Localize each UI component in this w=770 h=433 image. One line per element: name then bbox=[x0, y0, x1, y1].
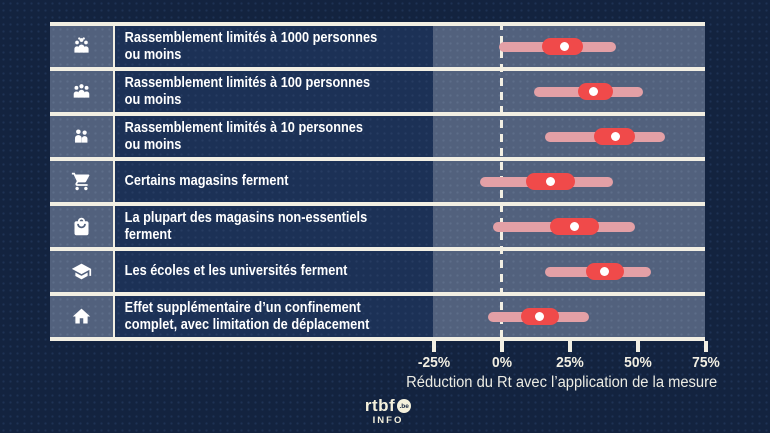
row-divider bbox=[113, 116, 115, 157]
measure-rows: Rassemblement limités à 1000 personnes o… bbox=[50, 22, 705, 341]
measure-row: Rassemblement limités à 10 personnes ou … bbox=[50, 112, 705, 157]
axis-tick bbox=[431, 341, 436, 352]
measure-chart-cell bbox=[433, 161, 705, 202]
measure-label-cell: La plupart des magasins non-essentiels f… bbox=[115, 206, 433, 247]
median-dot bbox=[559, 42, 569, 51]
measure-label-cell: Rassemblement limités à 10 personnes ou … bbox=[115, 116, 433, 157]
measure-icon-cell bbox=[50, 161, 113, 202]
measure-label-cell: Effet supplémentaire d’un confinement co… bbox=[115, 296, 433, 337]
row-divider bbox=[113, 161, 115, 202]
measure-chart-cell bbox=[433, 71, 705, 112]
median-dot bbox=[570, 222, 580, 231]
measure-label-cell: Rassemblement limités à 100 personnes ou… bbox=[115, 71, 433, 112]
measure-row: Effet supplémentaire d’un confinement co… bbox=[50, 292, 705, 337]
median-dot bbox=[589, 87, 599, 96]
measure-label-cell: Les écoles et les universités ferment bbox=[115, 251, 433, 292]
axis-tick-label: 75% bbox=[691, 354, 720, 371]
axis-tick bbox=[635, 341, 640, 352]
rtbf-logo-brand: rtbf bbox=[364, 396, 396, 415]
rtbf-logo-be-badge: .be bbox=[397, 399, 412, 413]
measure-chart-cell bbox=[433, 251, 705, 292]
measure-chart-cell bbox=[433, 296, 705, 337]
crowd-icon bbox=[65, 30, 99, 64]
row-divider bbox=[113, 251, 115, 292]
measure-icon-cell bbox=[50, 251, 113, 292]
measure-label-cell: Rassemblement limités à 1000 personnes o… bbox=[115, 26, 433, 67]
measure-label: Certains magasins ferment bbox=[124, 173, 289, 189]
axis-tick-label: 50% bbox=[623, 354, 652, 371]
axis-tick bbox=[567, 341, 572, 352]
shopping-cart-icon bbox=[65, 165, 99, 199]
measure-label-cell: Certains magasins ferment bbox=[115, 161, 433, 202]
measure-chart-cell bbox=[433, 116, 705, 157]
group-two-icon bbox=[65, 120, 99, 154]
group-three-icon bbox=[65, 75, 99, 109]
shopping-bag-icon bbox=[65, 210, 99, 244]
measure-row: Certains magasins ferment bbox=[50, 157, 705, 202]
measure-row: Les écoles et les universités ferment bbox=[50, 247, 705, 292]
rtbf-logo-info: INFO bbox=[372, 415, 404, 426]
graduation-cap-icon bbox=[65, 255, 99, 289]
median-dot bbox=[600, 267, 610, 276]
row-divider bbox=[113, 206, 115, 247]
measure-chart-cell bbox=[433, 26, 705, 67]
axis-tick bbox=[499, 341, 504, 352]
axis-tick-label: 25% bbox=[555, 354, 584, 371]
measure-icon-cell bbox=[50, 296, 113, 337]
median-dot bbox=[535, 312, 545, 321]
row-divider bbox=[113, 26, 115, 67]
measure-label: La plupart des magasins non-essentiels f… bbox=[124, 209, 368, 243]
measure-icon-cell bbox=[50, 71, 113, 112]
house-icon bbox=[65, 300, 99, 334]
rtbf-logo: rtbf .be INFO bbox=[347, 396, 429, 426]
measure-chart-cell bbox=[433, 206, 705, 247]
measure-label: Rassemblement limités à 100 personnes ou… bbox=[124, 74, 371, 108]
median-dot bbox=[611, 132, 621, 141]
axis-title: Réduction du Rt avec l’application de la… bbox=[406, 374, 718, 391]
measure-row: Rassemblement limités à 1000 personnes o… bbox=[50, 22, 705, 67]
axis-tick-label: -25% bbox=[417, 354, 450, 371]
measure-icon-cell bbox=[50, 206, 113, 247]
measure-label: Effet supplémentaire d’un confinement co… bbox=[124, 299, 370, 333]
axis-tick-label: 0% bbox=[491, 354, 512, 371]
row-divider bbox=[113, 296, 115, 337]
measure-label: Rassemblement limités à 10 personnes ou … bbox=[124, 119, 363, 153]
measure-label: Rassemblement limités à 1000 personnes o… bbox=[124, 29, 378, 63]
measure-row: Rassemblement limités à 100 personnes ou… bbox=[50, 67, 705, 112]
measure-icon-cell bbox=[50, 26, 113, 67]
median-dot bbox=[545, 177, 555, 186]
measure-row: La plupart des magasins non-essentiels f… bbox=[50, 202, 705, 247]
measure-icon-cell bbox=[50, 116, 113, 157]
row-divider bbox=[113, 71, 115, 112]
measure-label: Les écoles et les universités ferment bbox=[124, 263, 348, 279]
axis-tick bbox=[703, 341, 708, 352]
